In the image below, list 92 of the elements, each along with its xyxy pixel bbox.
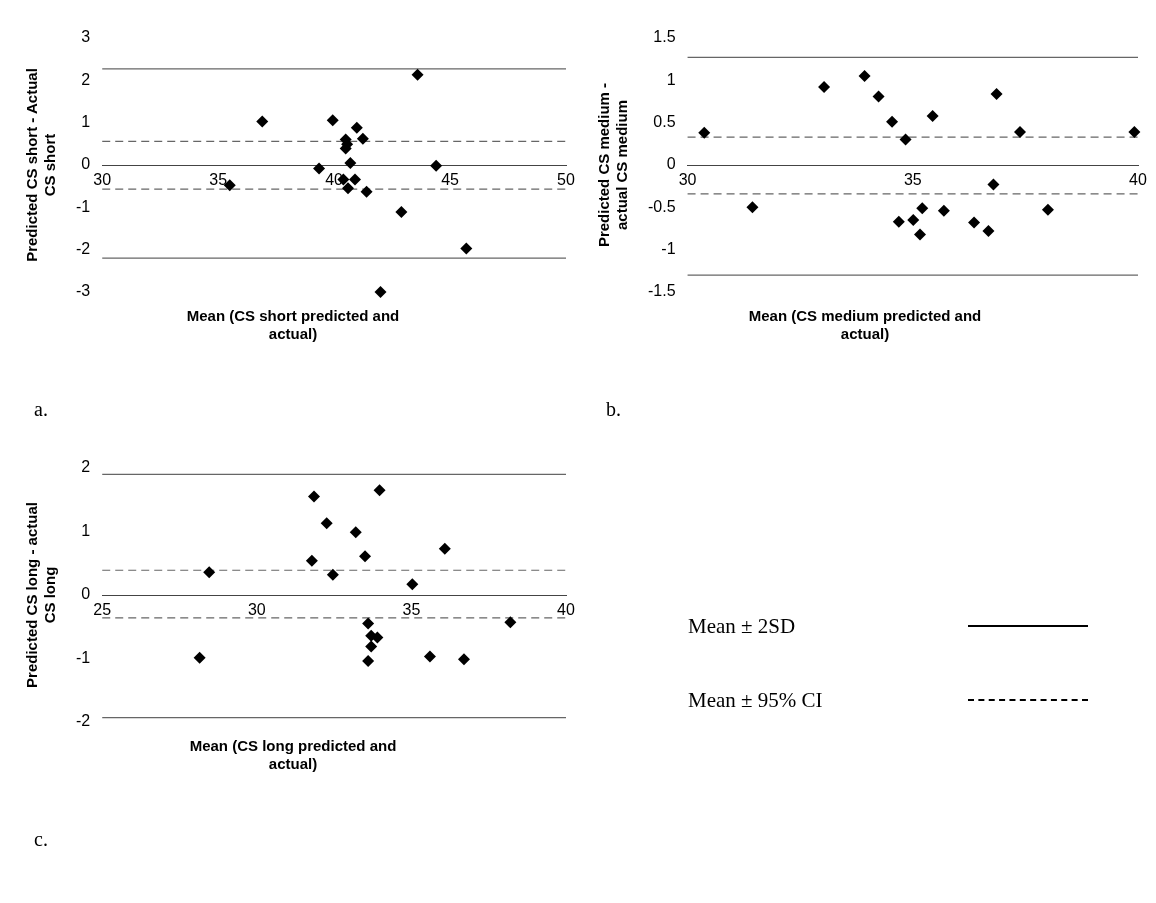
x-tick-label: 40 (1129, 171, 1147, 189)
point (326, 114, 339, 127)
point (362, 655, 375, 668)
point (374, 286, 387, 298)
y-axis-title: Predicted CS medium - actual CS medium (595, 82, 631, 248)
x-tick-label: 40 (557, 601, 575, 619)
point (365, 640, 378, 653)
point (982, 225, 995, 238)
y-tick-label: 0 (666, 155, 676, 173)
point (438, 542, 451, 555)
point (348, 173, 361, 186)
y-tick-label: 2 (81, 458, 91, 476)
y-tick-label: -2 (75, 240, 91, 258)
y-tick-label: 1.5 (653, 28, 676, 46)
point (907, 214, 920, 227)
point (926, 109, 939, 122)
point (320, 517, 333, 530)
point (886, 115, 899, 128)
x-tick-label: 30 (93, 171, 112, 189)
point (193, 651, 206, 664)
point (203, 566, 216, 579)
y-tick-label: 3 (81, 28, 91, 46)
point (987, 178, 1000, 191)
x-tick-label: 50 (557, 171, 575, 189)
y-tick-label: 0 (81, 585, 91, 603)
point (360, 185, 373, 198)
text: c. (34, 828, 49, 851)
point (349, 526, 362, 539)
text: Mean ± 95% CI (688, 687, 824, 713)
point (698, 126, 711, 139)
x-tick-label: 30 (678, 171, 697, 189)
x-tick-label: 45 (441, 171, 460, 189)
point (430, 159, 443, 172)
y-tick-label: -1 (75, 197, 91, 215)
point (350, 121, 363, 134)
y-tick-label: 1 (81, 113, 91, 131)
text: Mean ± 2SD (688, 613, 797, 639)
y-axis-title: Predicted CS short - Actual CS short (23, 68, 59, 262)
point (818, 81, 831, 94)
point (1128, 125, 1141, 138)
point (746, 201, 759, 214)
text: a. (34, 398, 49, 421)
point (990, 87, 1003, 100)
y-tick-label: -1.5 (647, 282, 676, 300)
point (342, 182, 355, 195)
point (1013, 125, 1026, 138)
x-axis-title: Mean (CS short predicted and actual) (186, 307, 400, 343)
point (326, 568, 339, 581)
point (460, 242, 473, 255)
y-axis-title: Predicted CS long - actual CS long (23, 502, 59, 688)
point (892, 215, 905, 228)
point (308, 490, 321, 503)
point (356, 132, 369, 145)
y-tick-label: 1 (666, 70, 676, 88)
point (411, 68, 424, 81)
y-tick-label: 2 (81, 70, 91, 88)
y-tick-label: 0.5 (653, 113, 676, 131)
point (504, 616, 517, 629)
x-tick-label: 25 (93, 601, 112, 619)
point (899, 133, 912, 146)
y-tick-label: -2 (75, 712, 91, 730)
point (373, 484, 386, 497)
point (359, 550, 372, 563)
y-tick-label: -1 (75, 648, 91, 666)
x-tick-label: 35 (402, 601, 421, 619)
point (313, 162, 326, 175)
x-tick-label: 35 (903, 171, 922, 189)
y-tick-label: -0.5 (647, 197, 676, 215)
x-tick-label: 35 (209, 171, 228, 189)
point (1041, 203, 1054, 216)
point (913, 228, 926, 241)
y-tick-label: 0 (81, 155, 91, 173)
text: b. (606, 398, 622, 421)
x-tick-label: 30 (247, 601, 266, 619)
point (457, 653, 470, 666)
point (916, 202, 929, 215)
point (395, 205, 408, 218)
y-tick-label: 1 (81, 521, 91, 539)
point (423, 650, 436, 663)
point (858, 70, 871, 83)
point (968, 216, 981, 229)
point (256, 115, 269, 128)
point (872, 90, 885, 103)
point (344, 156, 357, 169)
point (362, 617, 375, 630)
point (937, 204, 950, 217)
y-tick-label: -3 (75, 282, 91, 300)
x-axis-title: Mean (CS long predicted and actual) (189, 737, 397, 773)
point (406, 578, 419, 591)
x-axis-title: Mean (CS medium predicted and actual) (748, 307, 982, 343)
y-tick-label: -1 (661, 240, 676, 258)
point (305, 554, 318, 567)
